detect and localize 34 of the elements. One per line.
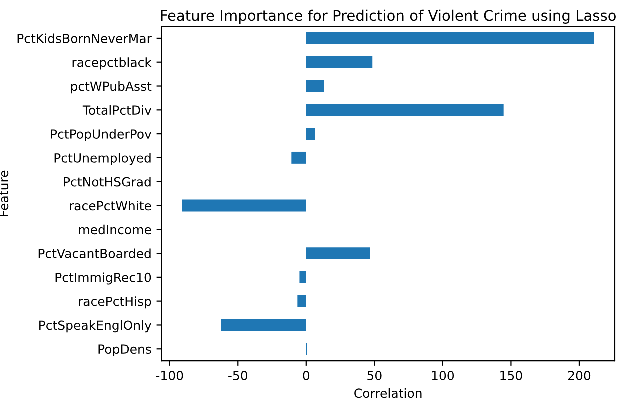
y-tick-label: PctKidsBornNeverMar bbox=[18, 34, 152, 44]
bar bbox=[292, 152, 306, 164]
y-tick-label: PctUnemployed bbox=[54, 153, 151, 166]
x-tick-label: -100 bbox=[156, 371, 184, 380]
bar bbox=[306, 80, 324, 92]
bar bbox=[306, 104, 504, 116]
y-tick-label: racepctblack bbox=[72, 58, 152, 70]
bar bbox=[221, 319, 306, 332]
bar bbox=[306, 56, 373, 68]
y-tick-label: pctWPubAsst bbox=[71, 82, 152, 94]
x-tick-label: -50 bbox=[228, 371, 248, 380]
y-tick-label: racePctHisp bbox=[79, 296, 152, 309]
x-tick-label: 200 bbox=[568, 371, 591, 380]
bar bbox=[306, 248, 370, 260]
y-tick-label: racePctWhite bbox=[70, 201, 152, 211]
bar bbox=[298, 295, 306, 308]
y-tick-label: PopDens bbox=[98, 344, 152, 356]
bar bbox=[306, 128, 316, 140]
y-tick-label: PctImmigRec10 bbox=[56, 272, 152, 285]
x-tick-label: 50 bbox=[368, 371, 382, 380]
y-tick-label: medIncome bbox=[79, 224, 152, 235]
y-tick-label: TotalPctDiv bbox=[82, 105, 152, 116]
chart-title: Feature Importance for Prediction of Violent Crime using Lasso bbox=[161, 10, 616, 24]
x-tick-label: 150 bbox=[500, 371, 522, 380]
y-tick-label: PctPopUnderPov bbox=[51, 129, 152, 142]
y-tick-label: PctVacantBoarded bbox=[38, 248, 151, 258]
y-tick-label: PctSpeakEnglOnly bbox=[40, 320, 152, 333]
x-tick-label: 0 bbox=[303, 371, 310, 380]
bar bbox=[300, 271, 306, 284]
x-tick-label: 100 bbox=[432, 371, 454, 380]
y-tick-label: PctNotHSGrad bbox=[64, 177, 151, 187]
bar bbox=[182, 200, 306, 212]
x-axis-title: Correlation bbox=[354, 388, 422, 398]
bar bbox=[306, 32, 594, 44]
